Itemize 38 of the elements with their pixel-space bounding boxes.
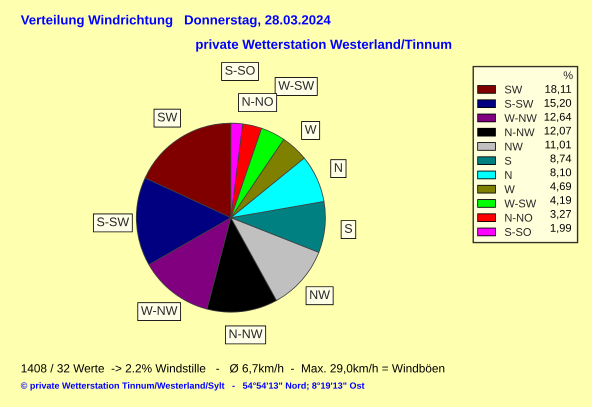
slice-label: S [344,224,352,233]
legend-label: W-NW [504,114,537,122]
data-label: 1,99 [550,224,572,234]
legend-label: W [504,185,515,194]
legend-label: N [505,171,512,179]
category-label: S-SO [225,66,255,75]
slice-label: W-SW [278,81,314,90]
slice-label: N-NW [230,330,263,338]
slice-label: N-NO [242,97,273,106]
chart-subtitle: private Wetterstation Westerland/Tinnum [196,39,452,52]
text: © private Wetterstation Tinnum/Westerland/Sylt - 54°54'13" Nord; 8°19'13" Ost [20,382,364,391]
text: 1408 / 32 Werte -> 2.2% Windstille - Ø 6,7km/h - Max. 29,0km/h = Windböen [22,364,444,374]
legend-label: SW [504,86,522,94]
legend-label: NW [505,142,523,150]
data-label: 15,20 [544,98,572,108]
slice-label: SW [158,112,178,122]
data-label: 11,01 [545,140,572,150]
data-label: 4,69 [550,182,572,192]
legend-label: W-SW [504,200,536,208]
data-label: 3,27 [550,210,572,220]
data-label: 8,10 [550,168,572,178]
legend-label: S-SW [504,100,534,108]
data-label: 12,07 [544,126,572,136]
slice-label: N [334,163,342,172]
slice-label: NW [310,290,330,299]
legend-label: S [504,156,512,165]
legend-label: S-SO [504,228,531,236]
slice-label: W-NW [140,306,178,315]
data-label: 4,19 [550,196,572,206]
data-label: 8,74 [550,154,572,164]
legend-label: N-NO [505,214,532,222]
slice-label: W [304,125,316,134]
legend-title: % [564,71,573,80]
data-label: 18,11 [545,85,572,94]
chart-title: Verteilung Windrichtung Donnerstag, 28.03.2024 [20,14,331,28]
data-label: 12,64 [544,112,572,122]
legend-label: N-NW [505,128,535,136]
slice-label: S-SW [97,217,130,226]
